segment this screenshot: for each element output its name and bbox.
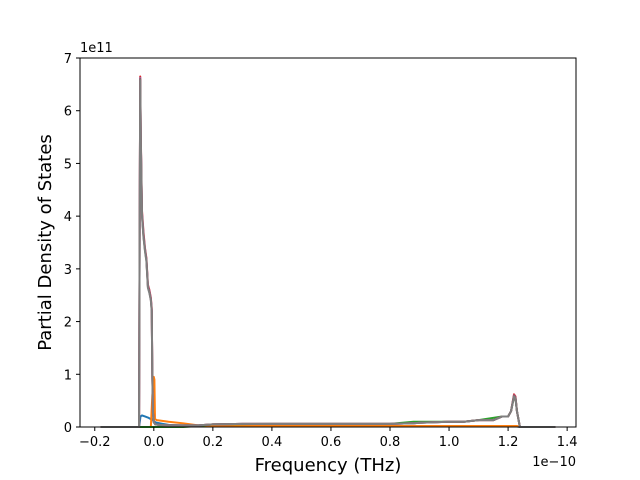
x-tick-label: 1.0 [439, 435, 460, 450]
x-tick-label: 0.6 [321, 435, 342, 450]
axes-background [80, 58, 576, 427]
x-tick-label: 1.4 [557, 435, 578, 450]
y-axis-ticks: 0 1 2 3 4 5 6 7 [64, 52, 80, 436]
x-axis-ticks: −0.2 0.0 0.2 0.4 0.6 0.8 1.0 1.2 1.4 [79, 427, 578, 450]
x-axis-label: Frequency (THz) [255, 455, 402, 476]
y-tick-label: 0 [64, 421, 72, 436]
x-tick-label: 0.0 [143, 435, 164, 450]
x-tick-label: 0.8 [380, 435, 401, 450]
y-offset-label: 1e11 [80, 41, 113, 56]
series-layer [100, 75, 556, 428]
y-tick-label: 2 [64, 316, 72, 331]
y-tick-label: 6 [64, 105, 72, 120]
plot-area [79, 57, 577, 428]
y-tick-label: 5 [64, 157, 72, 172]
y-tick-label: 3 [64, 263, 72, 278]
x-tick-label: −0.2 [79, 435, 111, 450]
series-line-2 [100, 375, 556, 428]
x-tick-label: 0.2 [203, 435, 224, 450]
x-tick-label: 1.2 [498, 435, 519, 450]
series-line-7 [100, 79, 556, 428]
y-tick-label: 4 [64, 210, 72, 225]
x-offset-label: 1e−10 [532, 455, 576, 470]
x-tick-label: 0.4 [262, 435, 283, 450]
axes-frame [79, 57, 577, 428]
y-tick-label: 1 [64, 368, 72, 383]
y-tick-label: 7 [64, 52, 72, 67]
y-axis-label: Partial Density of States [35, 134, 56, 351]
